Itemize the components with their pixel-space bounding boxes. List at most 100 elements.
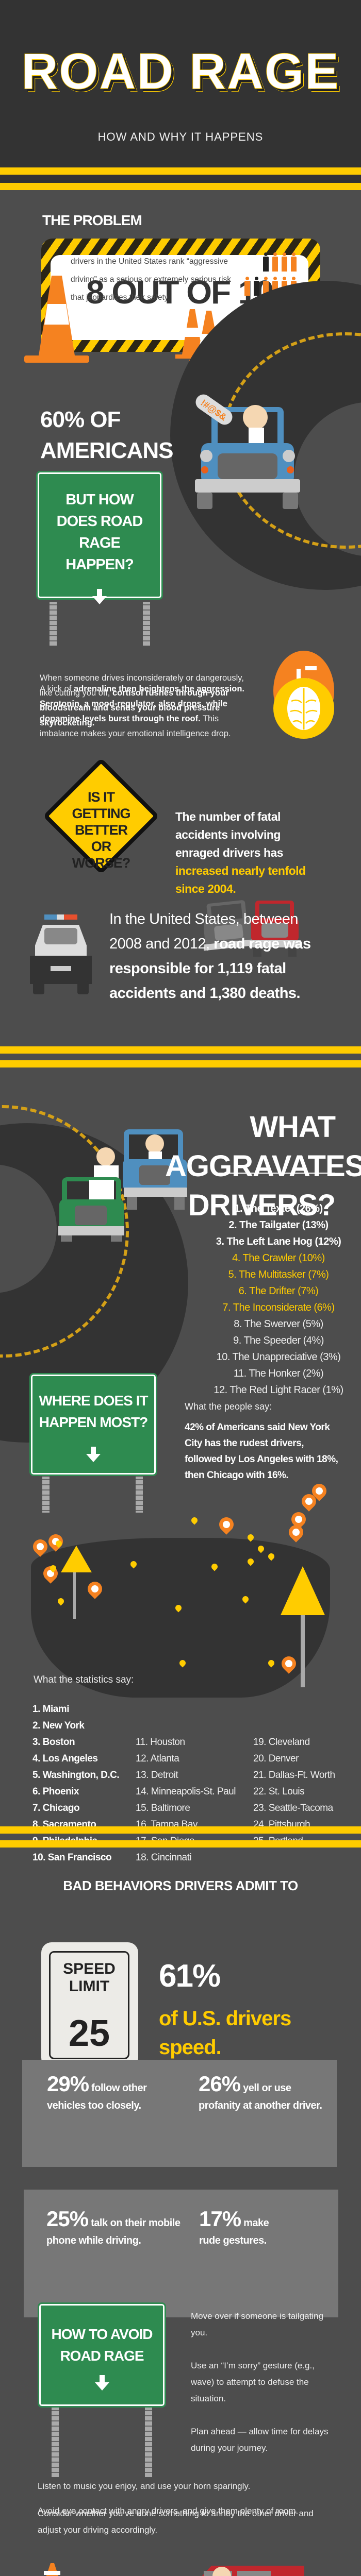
lane-line bbox=[0, 1840, 361, 1848]
person-icon bbox=[253, 277, 260, 296]
angry-driver-car-icon: !#@$& bbox=[195, 394, 300, 509]
list-item: 11. The Honker (2%) bbox=[233, 1368, 324, 1379]
list-item: 4. Los Angeles bbox=[32, 1753, 98, 1764]
list-item: 7. Chicago bbox=[32, 1803, 80, 1814]
list-item: 3. Boston bbox=[32, 1737, 75, 1748]
stat-61-percent: 61% bbox=[159, 1958, 221, 1994]
sign-post bbox=[301, 1615, 305, 1687]
sign-post bbox=[50, 602, 57, 646]
aggravating-drivers-list: 1. The Texter (26%) 2. The Tailgater (13… bbox=[206, 1200, 351, 1398]
list-item: 3. The Left Lane Hog (12%) bbox=[216, 1236, 341, 1247]
where-sign: WHERE DOES IT HAPPEN MOST? bbox=[29, 1373, 157, 1476]
tip: Avoid eye contact with angry drivers, an… bbox=[38, 2506, 299, 2516]
stat-cell: 25% talk on their mobile phone while dri… bbox=[46, 2207, 180, 2247]
list-item: 8. The Swerver (5%) bbox=[234, 1318, 323, 1330]
speed-limit-sign bbox=[41, 1942, 138, 2068]
list-item: 1. Miami bbox=[32, 1704, 69, 1715]
sign-post bbox=[143, 602, 150, 646]
people-icons bbox=[241, 252, 298, 299]
statistics-label: What the statistics say: bbox=[34, 1674, 134, 1685]
person-icon bbox=[262, 252, 269, 272]
cortisol-text: When someone drives inconsiderately or d… bbox=[40, 673, 244, 727]
warning-diamond-sign: IS IT GETTING BETTER OR WORSE? bbox=[41, 756, 161, 876]
adrenaline-text: A kick of adrenaline then heightens the … bbox=[40, 684, 245, 738]
avoid-sign: HOW TO AVOID ROAD RAGE bbox=[38, 2302, 166, 2408]
speed-stat-text: of U.S. drivers speed. bbox=[159, 2007, 291, 2059]
lane-line bbox=[0, 1046, 361, 1054]
stat-cell: 29% follow other vehicles too closely. bbox=[47, 2072, 147, 2112]
fatal-accidents-text: The number of fatal accidents involving … bbox=[175, 810, 306, 895]
sign-post bbox=[42, 1477, 50, 1513]
person-icon bbox=[281, 252, 288, 272]
list-item: 18. Cincinnati bbox=[136, 1852, 192, 1863]
list-item: 13. Detroit bbox=[136, 1770, 178, 1781]
stat-cell: 26% yell or use profanity at another dri… bbox=[199, 2072, 322, 2112]
person-icon bbox=[271, 277, 278, 296]
bad-behaviors-title: BAD BEHAVIORS DRIVERS ADMIT TO bbox=[63, 1878, 298, 1893]
list-item: 1. The Texter (26%) bbox=[234, 1203, 323, 1214]
stat-box: 29% follow other vehicles too closely. 2… bbox=[22, 2060, 337, 2167]
map-pin-icon bbox=[216, 1514, 237, 1535]
tip: Consider whether you’ve done something t… bbox=[38, 2509, 314, 2535]
list-item: 19. Cleveland bbox=[253, 1737, 310, 1748]
police-stat-text: In the United States, between 2008 and 2… bbox=[109, 911, 311, 1002]
section-heading-problem: THE PROBLEM bbox=[42, 212, 142, 228]
cones-and-car-icon bbox=[44, 2563, 304, 2576]
list-item: 2. New York bbox=[32, 1720, 85, 1731]
lane-line bbox=[0, 167, 361, 175]
person-icon bbox=[262, 277, 269, 296]
list-item: 10. The Unappreciative (3%) bbox=[216, 1351, 341, 1363]
page-title: ROAD RAGE bbox=[21, 43, 340, 100]
stat-box: 25% talk on their mobile phone while dri… bbox=[24, 2190, 338, 2317]
sign-post bbox=[73, 1572, 76, 1619]
list-item: 2. The Tailgater (13%) bbox=[228, 1219, 329, 1231]
list-item: 9. The Speeder (4%) bbox=[233, 1335, 324, 1346]
sign-post bbox=[52, 2408, 59, 2477]
list-item: 15. Baltimore bbox=[136, 1803, 190, 1814]
list-item: 12. Atlanta bbox=[136, 1753, 179, 1764]
sign-post bbox=[136, 1477, 143, 1513]
divider bbox=[216, 1173, 335, 1174]
list-item: 22. St. Louis bbox=[253, 1786, 305, 1797]
list-item: 6. Phoenix bbox=[32, 1786, 79, 1797]
lane-line bbox=[0, 183, 361, 190]
tip: Move over if someone is tailgating you. bbox=[191, 2311, 324, 2337]
list-item: 12. The Red Light Racer (1%) bbox=[214, 1384, 343, 1396]
crashed-cars-icon bbox=[204, 900, 301, 957]
lane-line bbox=[0, 1060, 361, 1067]
stat-cell: 17% make rude gestures. bbox=[199, 2207, 269, 2247]
list-item: 4. The Crawler (10%) bbox=[232, 1252, 325, 1264]
warning-sign-icon bbox=[281, 1566, 325, 1615]
list-item: 6. The Drifter (7%) bbox=[238, 1285, 319, 1297]
brain-icon bbox=[273, 678, 334, 739]
sign-post bbox=[145, 2408, 152, 2477]
person-icon bbox=[271, 252, 278, 272]
tip: Use an “I’m sorry” gesture (e.g., wave) … bbox=[191, 2361, 315, 2403]
person-icon bbox=[243, 277, 251, 296]
list-item: 7. The Inconsiderate (6%) bbox=[222, 1302, 335, 1313]
list-item: 20. Denver bbox=[253, 1753, 299, 1764]
page-subtitle: HOW AND WHY IT HAPPENS bbox=[97, 130, 264, 143]
arrow-down-icon bbox=[94, 2375, 109, 2391]
list-item: 14. Minneapolis-St. Paul bbox=[136, 1786, 236, 1797]
lane-line bbox=[0, 1826, 361, 1834]
traffic-cone-icon bbox=[24, 276, 89, 363]
map-pin-icon bbox=[190, 1516, 199, 1525]
tip: Listen to music you enjoy, and use your … bbox=[38, 2481, 251, 2491]
avoid-tips: Move over if someone is tailgating you. … bbox=[191, 2308, 340, 2473]
arrow-down-icon bbox=[86, 1447, 101, 1462]
list-item: 11. Houston bbox=[136, 1737, 185, 1748]
lane-gap bbox=[0, 175, 361, 183]
tip: Plan ahead — allow time for delays durin… bbox=[191, 2427, 329, 2453]
people-say: What the people say: 42% of Americans sa… bbox=[185, 1401, 338, 1481]
aggravates-title: WHAT AGGRAVATES DRIVERS? bbox=[165, 1110, 361, 1222]
list-item: 23. Seattle-Tacoma bbox=[253, 1803, 333, 1814]
police-car-icon bbox=[30, 914, 92, 994]
two-cars-icon bbox=[58, 1129, 187, 1242]
list-item: 5. Washington, D.C. bbox=[32, 1770, 120, 1781]
arrow-down-icon bbox=[92, 589, 107, 604]
list-item: 10. San Francisco bbox=[32, 1852, 112, 1863]
person-icon bbox=[290, 252, 297, 272]
problem-description: drivers in the United States rank “aggre… bbox=[71, 257, 231, 302]
